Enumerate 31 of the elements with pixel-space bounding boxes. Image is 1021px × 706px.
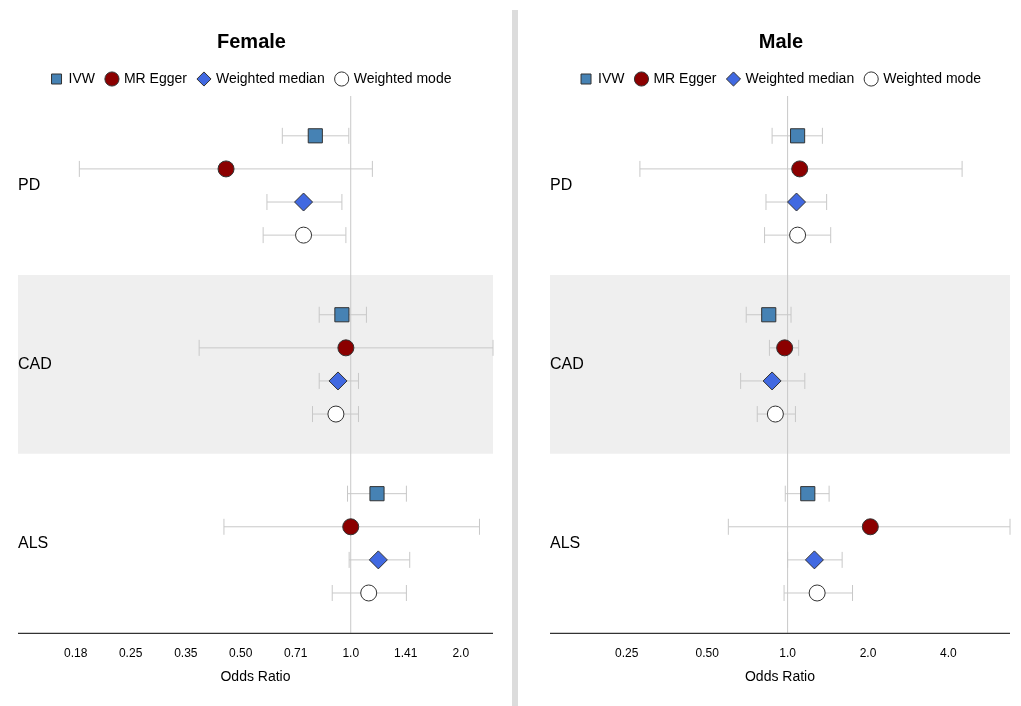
x-tick-label: 0.18	[64, 646, 88, 661]
legend-label: MR Egger	[123, 69, 188, 86]
x-axis-title: Odds Ratio	[220, 668, 291, 685]
x-tick-label: 0.50	[695, 646, 720, 661]
legend-label: Weighted mode	[883, 69, 982, 86]
x-tick-label: 0.25	[118, 646, 143, 661]
y-tick-label: ALS	[18, 533, 49, 551]
y-tick-label: CAD	[18, 354, 52, 372]
y-tick-label: PD	[550, 175, 573, 193]
chart-title: Female	[217, 29, 286, 52]
x-tick-label: 0.25	[615, 646, 639, 661]
x-tick-label: 0.50	[228, 646, 253, 661]
legend-label: Weighted median	[745, 69, 855, 86]
x-tick-label: 0.35	[174, 646, 198, 661]
x-tick-label: 2.0	[859, 646, 877, 661]
x-tick-label: 0.71	[283, 646, 308, 661]
y-tick-label: CAD	[550, 354, 584, 372]
y-tick-label: PD	[18, 175, 41, 193]
y-tick-label: ALS	[550, 533, 581, 551]
x-tick-label: 1.0	[342, 646, 360, 661]
chart-title: Male	[758, 29, 804, 52]
legend-label: IVW	[598, 69, 626, 86]
legend-label: MR Egger	[653, 69, 717, 86]
legend-label: Weighted median	[215, 69, 325, 86]
x-tick-label: 1.41	[394, 646, 418, 661]
legend-label: Weighted mode	[353, 69, 452, 86]
x-tick-label: 4.0	[940, 646, 958, 661]
x-axis-title: Odds Ratio	[744, 668, 816, 685]
legend-label: IVW	[68, 69, 96, 86]
x-tick-label: 2.0	[452, 646, 470, 661]
x-tick-label: 1.0	[779, 646, 797, 661]
